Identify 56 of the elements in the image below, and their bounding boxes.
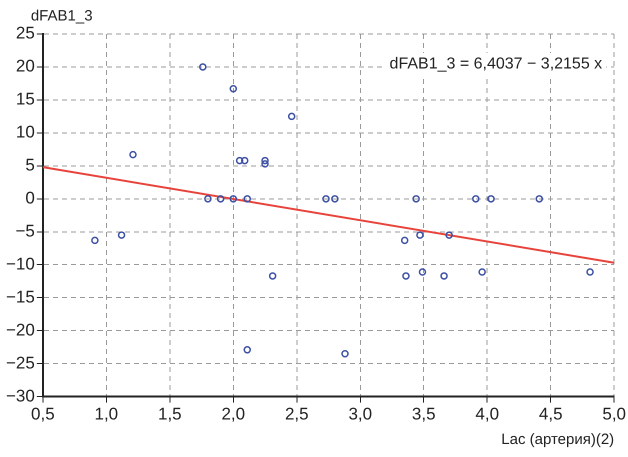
point — [445, 231, 453, 239]
x-tick-label: 5,0 — [602, 404, 626, 424]
x-tick-label: 2,5 — [284, 404, 309, 424]
y-tick-label: −15 — [6, 287, 35, 306]
x-tick-label: 3,0 — [348, 404, 372, 424]
x-axis-title: Lac (артерия)(2) — [501, 431, 614, 448]
x-tick-label: 3,5 — [412, 404, 436, 424]
point — [236, 156, 244, 164]
point — [487, 195, 495, 203]
point — [341, 350, 349, 358]
point — [472, 195, 480, 203]
x-tick-label: 4,5 — [538, 404, 563, 424]
point — [230, 84, 238, 92]
point — [199, 63, 207, 71]
point — [129, 150, 137, 158]
point — [230, 195, 238, 203]
point — [268, 272, 276, 280]
y-tick-label: −5 — [15, 221, 35, 240]
point — [91, 236, 99, 244]
y-tick-label: 20 — [16, 56, 35, 76]
annotation: dFAB1_3 = 6,4037 − 3,2155 x — [390, 55, 602, 72]
y-tick-label: 0 — [25, 188, 35, 208]
y-tick-label: −25 — [6, 353, 35, 372]
point — [536, 195, 544, 203]
point — [216, 195, 224, 203]
y-axis-title: dFAB1_3 — [30, 8, 93, 25]
point — [322, 195, 330, 203]
y-tick-label: −10 — [6, 254, 35, 274]
x-tick-label: 1,0 — [94, 404, 118, 424]
point — [240, 156, 248, 164]
point — [416, 231, 424, 239]
y-tick-label: −30 — [6, 386, 35, 406]
x-tick-label: 0,5 — [31, 404, 55, 424]
point — [244, 195, 251, 203]
point — [440, 272, 448, 280]
point — [478, 268, 486, 276]
y-tick-label: 15 — [16, 90, 35, 109]
point — [331, 195, 339, 203]
point — [204, 195, 212, 203]
point — [412, 195, 420, 203]
point — [261, 156, 269, 164]
point — [586, 268, 594, 276]
x-tick-label: 4,0 — [475, 404, 500, 424]
point — [288, 112, 296, 120]
point — [400, 236, 408, 244]
point — [118, 231, 126, 239]
point — [402, 272, 410, 280]
y-tick-label: 10 — [16, 122, 35, 142]
point — [244, 346, 251, 354]
x-tick-label: 2,0 — [221, 404, 246, 424]
y-tick-label: −20 — [6, 320, 35, 340]
point — [261, 160, 269, 168]
point — [418, 268, 426, 276]
y-tick-label: 5 — [25, 156, 35, 175]
x-tick-label: 1,5 — [158, 404, 182, 424]
y-tick-label: 25 — [16, 24, 35, 43]
